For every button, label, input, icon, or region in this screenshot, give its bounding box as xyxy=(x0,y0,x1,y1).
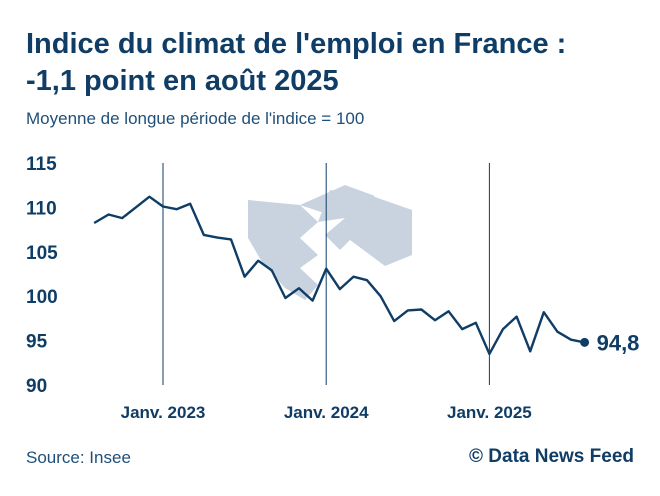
chart-subtitle: Moyenne de longue période de l'indice = … xyxy=(26,109,365,128)
y-tick-label: 115 xyxy=(26,154,57,175)
y-axis: 115 110 105 100 95 90 xyxy=(26,154,58,397)
y-tick-label: 105 xyxy=(26,243,58,264)
end-value-label: 94,8 xyxy=(597,330,640,355)
chart-title-line1: Indice du climat de l'emploi en France : xyxy=(26,28,567,60)
x-axis: Janv. 2023 Janv. 2024 Janv. 2025 xyxy=(121,403,532,422)
chart-title-line2: -1,1 point en août 2025 xyxy=(26,65,339,97)
series-line xyxy=(93,195,586,356)
x-tick-label: Janv. 2023 xyxy=(121,403,206,422)
brand-credit: © Data News Feed xyxy=(469,446,634,467)
chart-title: Indice du climat de l'emploi en France :… xyxy=(26,26,646,100)
series-group: 94,8 xyxy=(93,195,640,356)
handshake-icon xyxy=(248,185,412,300)
source-note: Source: Insee xyxy=(26,448,131,467)
y-tick-label: 95 xyxy=(26,332,48,353)
y-tick-label: 110 xyxy=(26,198,57,219)
y-tick-label: 90 xyxy=(26,376,47,397)
last-data-point xyxy=(580,337,590,347)
x-tick-label: Janv. 2025 xyxy=(447,403,532,422)
y-tick-label: 100 xyxy=(26,287,58,308)
x-tick-label: Janv. 2024 xyxy=(284,403,369,422)
chart-grid xyxy=(162,163,490,385)
